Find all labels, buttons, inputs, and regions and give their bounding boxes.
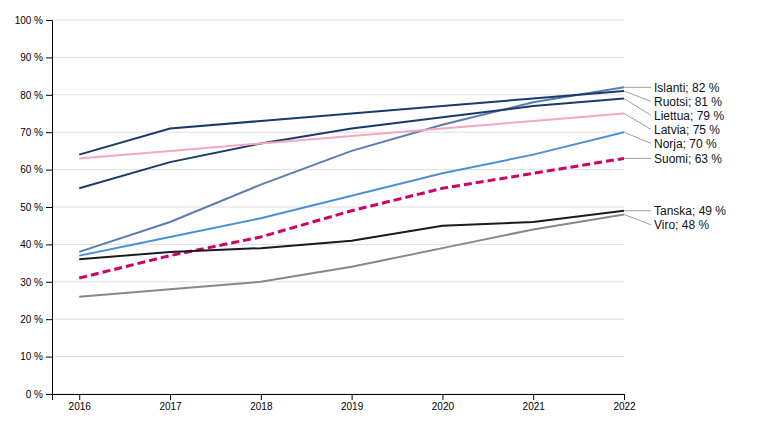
x-axis: 2016 2017 2018 2019 2020 2021 2022 bbox=[53, 394, 637, 412]
chart: 2016 2017 2018 2019 2020 2021 2022 0 % 10 % 20 % 3… bbox=[0, 0, 774, 426]
x-tick-mark bbox=[624, 394, 625, 400]
y-tick-mark bbox=[46, 282, 52, 283]
leader-line bbox=[624, 114, 651, 130]
annotation-label: Tanska; 49 % bbox=[654, 204, 726, 218]
series-line bbox=[79, 158, 624, 278]
y-tick-label: 100 % bbox=[15, 15, 43, 26]
grid bbox=[52, 20, 624, 394]
y-tick-label: 70 % bbox=[20, 127, 43, 138]
series-line bbox=[79, 91, 624, 155]
annotation-label: Islanti; 82 % bbox=[654, 81, 720, 95]
y-tick-mark bbox=[46, 20, 52, 21]
x-tick-mark bbox=[261, 394, 262, 400]
x-tick-mark bbox=[79, 394, 80, 400]
grid-line bbox=[52, 20, 624, 21]
leader-line bbox=[624, 99, 651, 116]
x-tick-mark bbox=[170, 394, 171, 400]
y-tick-label: 80 % bbox=[20, 90, 43, 101]
grid-line bbox=[52, 281, 624, 282]
y-tick-mark bbox=[46, 95, 52, 96]
y-tick: 70 % bbox=[20, 127, 52, 138]
x-tick: 2016 bbox=[69, 394, 92, 412]
y-tick-label: 60 % bbox=[20, 164, 43, 175]
y-tick: 0 % bbox=[26, 389, 52, 400]
x-tick: 2017 bbox=[159, 394, 182, 412]
x-tick-label: 2022 bbox=[613, 401, 636, 412]
y-tick-mark bbox=[46, 357, 52, 358]
y-tick: 40 % bbox=[20, 239, 52, 250]
series-line bbox=[79, 99, 624, 189]
leader-line bbox=[624, 87, 651, 88]
y-tick-label: 40 % bbox=[20, 239, 43, 250]
annotation-label: Viro; 48 % bbox=[654, 218, 709, 232]
y-tick: 80 % bbox=[20, 90, 52, 101]
x-tick-label: 2017 bbox=[159, 401, 182, 412]
x-tick: 2022 bbox=[613, 394, 636, 412]
y-tick-mark bbox=[46, 57, 52, 58]
x-tick-mark bbox=[533, 394, 534, 400]
y-tick: 90 % bbox=[20, 52, 52, 63]
y-axis: 0 % 10 % 20 % 30 % 40 % 50 % 60 % 70 % 80 % 90 % 1… bbox=[15, 15, 53, 400]
y-tick: 10 % bbox=[20, 351, 52, 362]
y-tick-mark bbox=[46, 170, 52, 171]
y-tick: 20 % bbox=[20, 314, 52, 325]
annotations: Islanti; 82 %Ruotsi; 81 %Liettua; 79 %La… bbox=[624, 81, 726, 232]
x-tick: 2019 bbox=[341, 394, 364, 412]
leader-line bbox=[624, 210, 651, 211]
y-tick: 30 % bbox=[20, 277, 52, 288]
y-tick-mark bbox=[46, 132, 52, 133]
annotation-label: Ruotsi; 81 % bbox=[654, 95, 722, 109]
grid-line bbox=[52, 132, 624, 133]
y-tick-mark bbox=[46, 244, 52, 245]
y-tick-mark bbox=[46, 207, 52, 208]
leader-line bbox=[624, 91, 651, 101]
y-tick: 60 % bbox=[20, 164, 52, 175]
x-tick: 2021 bbox=[523, 394, 546, 412]
y-axis-line bbox=[46, 21, 53, 395]
series-line bbox=[79, 211, 624, 260]
y-tick-label: 10 % bbox=[20, 351, 43, 362]
grid-line bbox=[52, 57, 624, 58]
y-tick-label: 30 % bbox=[20, 277, 43, 288]
y-tick-mark bbox=[46, 394, 52, 395]
x-tick-label: 2019 bbox=[341, 401, 364, 412]
series-line bbox=[79, 132, 624, 255]
lines bbox=[79, 87, 624, 296]
annotation-label: Norja; 70 % bbox=[654, 137, 717, 151]
y-tick-label: 0 % bbox=[26, 389, 43, 400]
x-axis-line bbox=[53, 395, 625, 401]
x-tick: 2018 bbox=[250, 394, 273, 412]
leader-line bbox=[624, 132, 651, 143]
grid-line bbox=[52, 356, 624, 357]
y-tick-label: 20 % bbox=[20, 314, 43, 325]
y-tick-label: 90 % bbox=[20, 52, 43, 63]
grid-line bbox=[52, 207, 624, 208]
x-tick-label: 2016 bbox=[69, 401, 92, 412]
annotation-label: Liettua; 79 % bbox=[654, 109, 724, 123]
x-tick: 2020 bbox=[432, 394, 455, 412]
x-tick-label: 2020 bbox=[432, 401, 455, 412]
grid-line bbox=[52, 94, 624, 95]
y-tick: 100 % bbox=[15, 15, 52, 26]
y-tick: 50 % bbox=[20, 202, 52, 213]
y-tick-label: 50 % bbox=[20, 202, 43, 213]
series-line bbox=[79, 214, 624, 296]
y-tick-mark bbox=[46, 319, 52, 320]
grid-line bbox=[52, 319, 624, 320]
leader-line bbox=[624, 158, 651, 159]
annotation-label: Latvia; 75 % bbox=[654, 123, 720, 137]
x-tick-label: 2021 bbox=[523, 401, 546, 412]
leader-line bbox=[624, 214, 651, 224]
annotation-label: Suomi; 63 % bbox=[654, 152, 722, 166]
x-tick-mark bbox=[352, 394, 353, 400]
x-tick-label: 2018 bbox=[250, 401, 273, 412]
grid-line bbox=[52, 169, 624, 170]
x-tick-mark bbox=[442, 394, 443, 400]
